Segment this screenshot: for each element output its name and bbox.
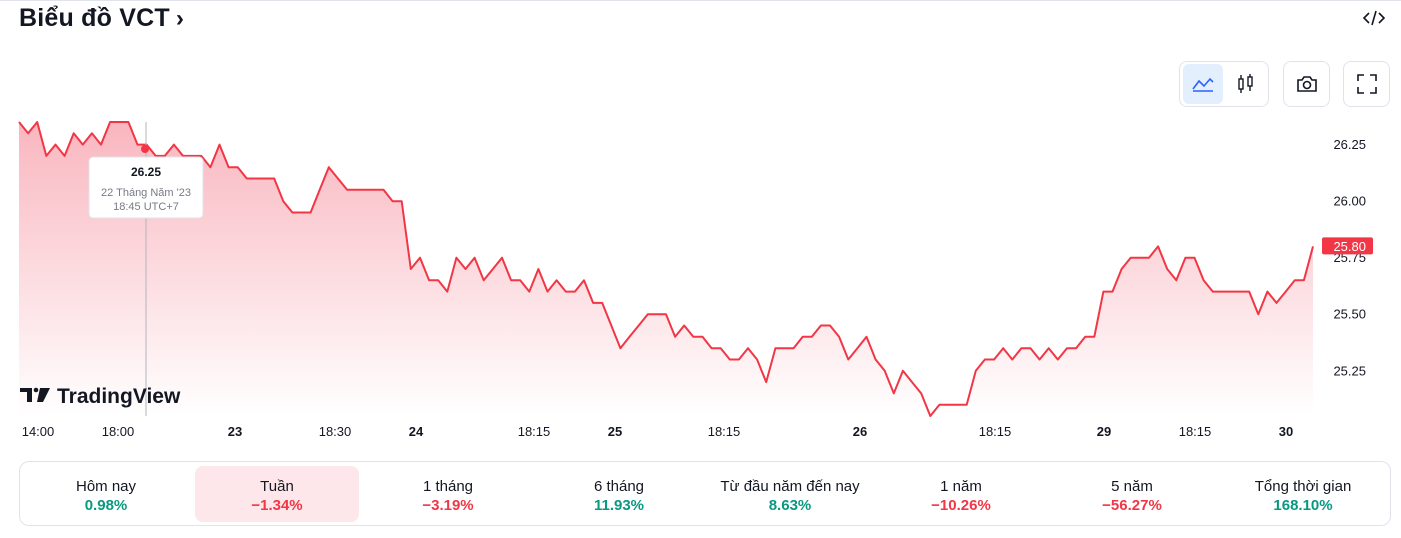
page-title[interactable]: Biểu đồ VCT › — [19, 4, 184, 33]
performance-value: −10.26% — [931, 497, 991, 514]
price-line — [18, 121, 1314, 417]
tooltip-date: 22 Tháng Năm '23 — [101, 187, 191, 199]
y-tick-label: 26.00 — [1333, 194, 1366, 209]
performance-item[interactable]: Tổng thời gian 168.10% — [1221, 466, 1385, 522]
performance-item[interactable]: 1 năm −10.26% — [879, 466, 1043, 522]
x-tick-label: 18:15 — [1179, 424, 1212, 439]
candlestick-button[interactable] — [1226, 64, 1266, 104]
performance-label: Tổng thời gian — [1254, 478, 1352, 495]
watermark-text: TradingView — [57, 385, 181, 408]
performance-value: −3.19% — [422, 497, 474, 514]
x-tick-label: 24 — [409, 424, 424, 439]
fullscreen-button[interactable] — [1343, 61, 1390, 107]
performance-value: −1.34% — [251, 497, 303, 514]
last-price-badge — [1322, 237, 1373, 255]
price-area-fill — [19, 122, 1313, 416]
x-tick-label: 18:00 — [102, 424, 135, 439]
performance-label: 6 tháng — [593, 478, 645, 495]
performance-item[interactable]: 5 năm −56.27% — [1050, 466, 1214, 522]
x-tick-label: 18:15 — [518, 424, 551, 439]
performance-item[interactable]: 6 tháng 11.93% — [537, 466, 701, 522]
performance-value: 0.98% — [84, 497, 128, 514]
performance-value: 8.63% — [768, 497, 812, 514]
x-tick-label: 25 — [608, 424, 622, 439]
crosshair-point — [141, 145, 149, 153]
tooltip-value: 26.25 — [131, 165, 161, 179]
performance-label: Hôm nay — [75, 478, 137, 495]
performance-item[interactable]: Tuần −1.34% — [195, 466, 359, 522]
performance-label: 5 năm — [1111, 478, 1153, 495]
x-tick-label: 18:30 — [319, 424, 352, 439]
performance-label: Từ đầu năm đến nay — [720, 478, 860, 495]
performance-label: 1 năm — [940, 478, 982, 495]
last-price-label: 25.80 — [1333, 239, 1366, 254]
performance-item[interactable]: Hôm nay 0.98% — [24, 466, 188, 522]
performance-label: Tuần — [260, 478, 294, 495]
title-text: Biểu đồ VCT — [19, 4, 170, 32]
y-tick-label: 26.25 — [1333, 137, 1366, 152]
performance-label: 1 tháng — [422, 478, 474, 495]
x-tick-label: 14:00 — [22, 424, 55, 439]
camera-icon — [1296, 76, 1317, 92]
performance-value: −56.27% — [1102, 497, 1162, 514]
performance-item[interactable]: 1 tháng −3.19% — [366, 466, 530, 522]
y-tick-label: 25.25 — [1333, 363, 1366, 378]
price-tooltip: 26.25 22 Tháng Năm '23 18:45 UTC+7 — [88, 156, 204, 219]
x-tick-label: 18:15 — [979, 424, 1012, 439]
tradingview-watermark: TradingView — [20, 385, 181, 408]
area-chart-button[interactable] — [1183, 64, 1223, 104]
area-chart-icon — [1192, 77, 1214, 92]
embed-code-icon[interactable] — [1362, 8, 1386, 28]
performance-item[interactable]: Từ đầu năm đến nay 8.63% — [708, 466, 872, 522]
x-tick-label: 30 — [1279, 424, 1293, 439]
x-tick-label: 23 — [228, 424, 242, 439]
screenshot-button[interactable] — [1283, 61, 1330, 107]
chevron-right-icon: › — [175, 5, 185, 32]
candlestick-icon — [1238, 74, 1253, 93]
performance-value: 11.93% — [593, 497, 645, 514]
tooltip-time: 18:45 UTC+7 — [113, 201, 179, 213]
x-tick-label: 18:15 — [708, 424, 741, 439]
x-tick-label: 26 — [853, 424, 867, 439]
y-tick-label: 25.50 — [1333, 307, 1366, 322]
performance-bar: Hôm nay 0.98% Tuần −1.34% 1 tháng −3.19% 6 thá… — [19, 461, 1391, 526]
tradingview-logo-icon — [20, 387, 50, 402]
chart-type-toggle — [1179, 61, 1269, 107]
performance-value: 168.10% — [1273, 497, 1333, 514]
top-divider — [0, 0, 1401, 1]
x-tick-label: 29 — [1097, 424, 1111, 439]
fullscreen-icon — [1356, 74, 1377, 94]
